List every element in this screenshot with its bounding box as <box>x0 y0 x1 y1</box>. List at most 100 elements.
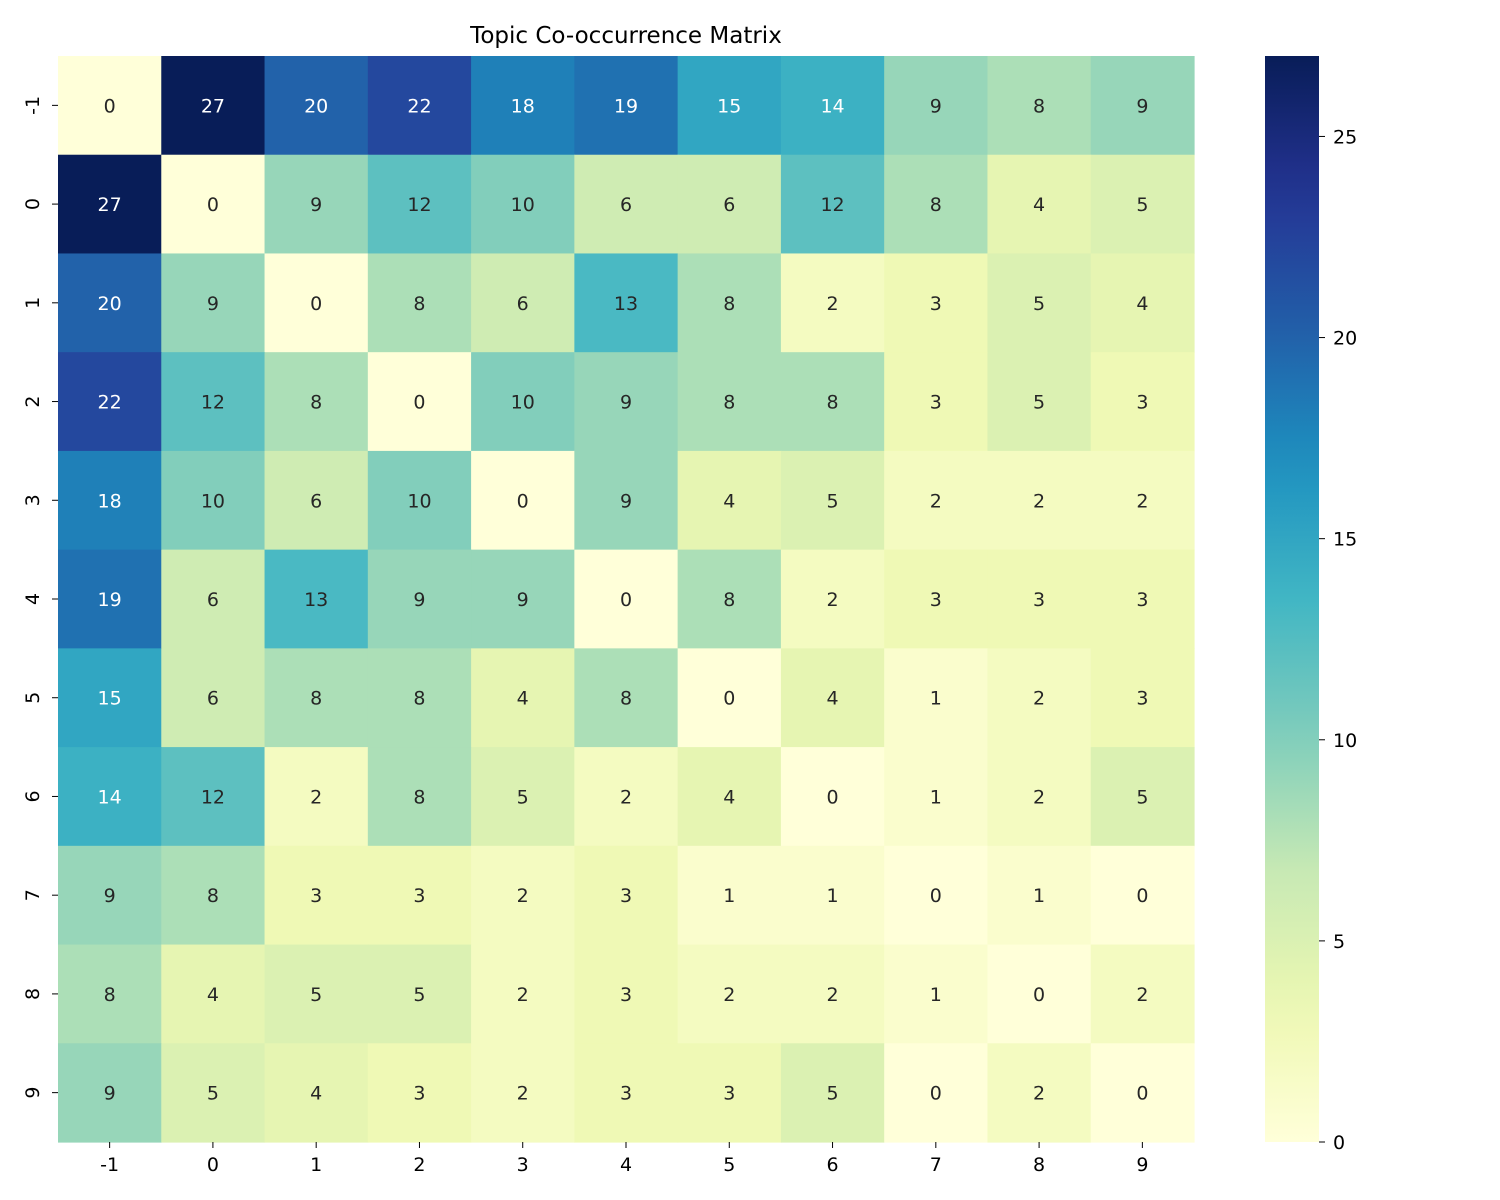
chart-title: Topic Co-occurrence Matrix <box>469 23 782 49</box>
heatmap-cell <box>884 56 989 156</box>
heatmap-cell <box>161 154 266 255</box>
cell-value-label: 2 <box>517 1083 529 1105</box>
heatmap-cell <box>471 549 575 649</box>
cell-value-label: 1 <box>930 786 942 808</box>
cell-value-label: 1 <box>930 688 942 710</box>
x-tick-label: 9 <box>1136 1154 1148 1176</box>
cell-value-label: 9 <box>517 589 529 611</box>
cell-value-label: 3 <box>930 293 942 315</box>
y-tick-label: 2 <box>22 395 44 407</box>
heatmap-cell <box>471 253 575 353</box>
heatmap-cell <box>1090 944 1195 1044</box>
heatmap-cell <box>1090 253 1195 353</box>
heatmap-cell <box>677 549 782 649</box>
heatmap-cell <box>780 352 885 452</box>
cell-value-label: 3 <box>1033 589 1045 611</box>
heatmap-cell <box>987 845 1092 946</box>
x-tick-label: 5 <box>723 1154 735 1176</box>
cell-value-label: 0 <box>1136 885 1148 907</box>
cell-value-label: 8 <box>723 392 735 414</box>
heatmap-cell <box>471 747 575 847</box>
heatmap-cell <box>884 450 989 551</box>
cell-value-label: 4 <box>1136 293 1148 315</box>
heatmap-cell <box>884 845 989 946</box>
cell-value-label: 19 <box>98 589 122 611</box>
heatmap-cell <box>780 648 885 748</box>
cell-value-label: 0 <box>413 392 425 414</box>
heatmap-cell <box>884 154 989 255</box>
cell-value-label: 18 <box>511 95 535 117</box>
heatmap-cell <box>264 845 369 946</box>
heatmap-cell <box>1090 747 1195 847</box>
cell-value-label: 18 <box>98 490 122 512</box>
y-tick-label: 6 <box>22 790 44 802</box>
cell-value-label: 4 <box>517 688 529 710</box>
cell-value-label: 8 <box>620 688 632 710</box>
cell-value-label: 10 <box>511 194 535 216</box>
heatmap-cell <box>677 253 782 353</box>
colorbar-tick-label: 0 <box>1333 1132 1345 1154</box>
cell-value-label: 9 <box>104 885 116 907</box>
cell-value-label: 5 <box>413 984 425 1006</box>
heatmap-cell <box>677 648 782 748</box>
heatmap-cell <box>367 253 472 353</box>
heatmap-cell <box>677 352 782 452</box>
cell-value-label: 5 <box>1033 392 1045 414</box>
cell-value-label: 9 <box>413 589 425 611</box>
cell-value-label: 5 <box>1136 194 1148 216</box>
x-tick-label: 6 <box>826 1154 838 1176</box>
cell-value-label: 3 <box>620 984 632 1006</box>
x-axis: -1 0 1 2 3 4 5 6 7 8 9 <box>100 1142 1148 1176</box>
cell-value-label: 0 <box>1136 1083 1148 1105</box>
cell-value-label: 9 <box>104 1083 116 1105</box>
heatmap-cell <box>367 154 472 255</box>
cell-value-label: 2 <box>1136 984 1148 1006</box>
colorbar-tick-label: 10 <box>1333 730 1357 752</box>
cell-value-label: 8 <box>1033 95 1045 117</box>
cell-value-label: 8 <box>413 293 425 315</box>
cell-value-label: 0 <box>723 688 735 710</box>
heatmap-cell <box>264 549 369 649</box>
heatmap-cell <box>58 648 162 748</box>
heatmap-cell <box>161 845 266 946</box>
x-tick-label: 2 <box>413 1154 425 1176</box>
heatmap-cell <box>161 1043 266 1143</box>
heatmap-cell <box>161 352 266 452</box>
cell-value-label: 4 <box>310 1083 322 1105</box>
cell-value-label: 6 <box>207 688 219 710</box>
heatmap-cell <box>987 154 1092 255</box>
cell-value-label: 5 <box>517 786 529 808</box>
colorbar-tick-label: 25 <box>1333 126 1357 148</box>
cell-value-label: 8 <box>413 688 425 710</box>
cell-value-label: 3 <box>413 1083 425 1105</box>
heatmap-cell <box>574 253 679 353</box>
heatmap-cell <box>264 1043 369 1143</box>
y-tick-label: 3 <box>22 494 44 506</box>
heatmap-cell <box>574 648 679 748</box>
cell-value-label: 6 <box>517 293 529 315</box>
cell-value-label: 12 <box>201 786 225 808</box>
heatmap-cell <box>264 648 369 748</box>
heatmap-cell <box>574 56 679 156</box>
cell-value-label: 19 <box>614 95 638 117</box>
x-tick-label: 7 <box>930 1154 942 1176</box>
cell-value-label: 2 <box>723 984 735 1006</box>
colorbar-tick-label: 20 <box>1333 328 1357 350</box>
cell-value-label: 27 <box>201 95 225 117</box>
heatmap-cell <box>264 747 369 847</box>
heatmap-cell <box>987 747 1092 847</box>
cell-value-label: 2 <box>620 786 632 808</box>
heatmap-cell <box>471 845 575 946</box>
cell-value-label: 2 <box>1033 490 1045 512</box>
heatmap-cell <box>471 1043 575 1143</box>
cell-value-label: 2 <box>517 885 529 907</box>
heatmap-cell <box>264 944 369 1044</box>
heatmap-cell <box>574 450 679 551</box>
cell-value-label: 9 <box>207 293 219 315</box>
cell-value-label: 2 <box>826 589 838 611</box>
cell-value-label: 6 <box>310 490 322 512</box>
cell-value-label: 3 <box>930 589 942 611</box>
cell-value-label: 4 <box>826 688 838 710</box>
heatmap-cell <box>884 944 989 1044</box>
heatmap-cell <box>780 845 885 946</box>
